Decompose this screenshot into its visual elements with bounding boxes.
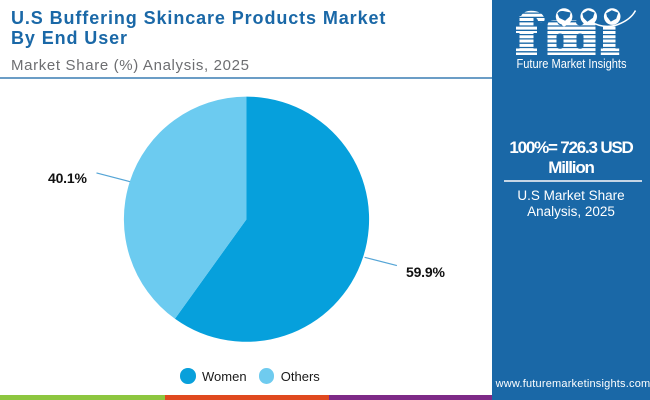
svg-text:Future Market Insights: Future Market Insights <box>517 57 627 71</box>
